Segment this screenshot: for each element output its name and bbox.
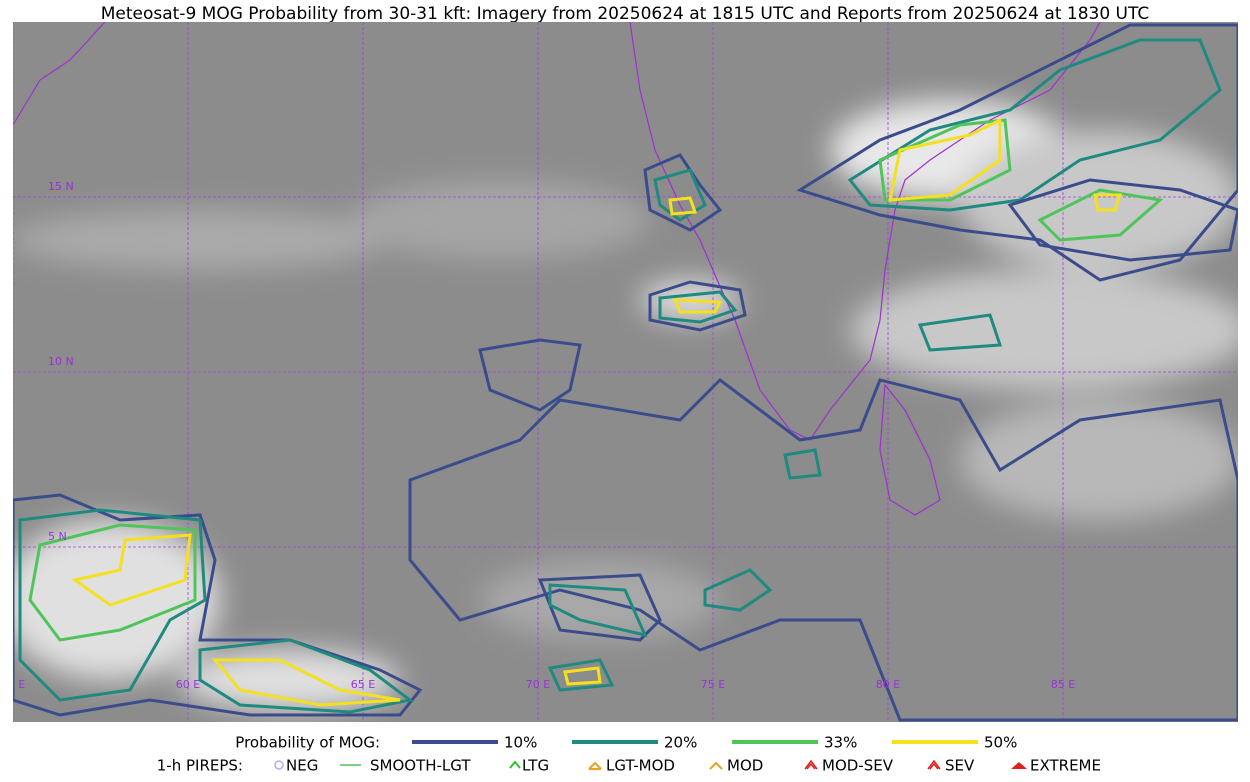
map-title: Meteosat-9 MOG Probability from 30-31 kf… [101, 4, 1150, 24]
pirep-icon [927, 759, 941, 770]
legend-label: EXTREME [1030, 757, 1101, 775]
legend-label: MOD [727, 757, 763, 775]
pirep-symbol [1011, 762, 1027, 769]
coastline [13, 22, 106, 126]
pirep-symbol [709, 761, 723, 770]
coastline [879, 383, 941, 516]
longitude-label: 75 E [701, 678, 725, 691]
legend-label: MOD-SEV [822, 757, 894, 775]
pirep-symbol [804, 759, 818, 770]
latitude-label: 10 N [48, 355, 74, 368]
legend-label: 10% [504, 734, 537, 752]
longitude-label: 65 E [351, 678, 375, 691]
pirep-symbol [588, 761, 602, 770]
pirep-icon [709, 761, 723, 770]
longitude-label: 85 E [1051, 678, 1075, 691]
longitude-label: 55 E [1, 678, 25, 691]
pirep-symbol [509, 760, 521, 769]
legend-label: NEG [286, 757, 318, 775]
longitude-label: 70 E [526, 678, 550, 691]
pirep-icon [1011, 762, 1027, 769]
map: 15 N 10 N 5 N 55 E 60 E 65 E 70 E 75 E 80 E 85 E [1, 22, 1238, 722]
legend-label: 50% [984, 734, 1017, 752]
pirep-icon [274, 760, 284, 770]
legend-title: 1-h PIREPS: [157, 757, 243, 775]
contours [13, 23, 1238, 722]
pirep-symbol [274, 760, 284, 770]
latitude-label: 5 N [48, 530, 67, 543]
legend-label: LGT-MOD [606, 757, 675, 775]
legend-label: LTG [522, 757, 549, 775]
graticule-labels: 15 N 10 N 5 N 55 E 60 E 65 E 70 E 75 E 80 E 85 E [1, 180, 1075, 691]
legend-label: SMOOTH-LGT [370, 757, 471, 775]
legend: Probability of MOG: 1-h PIREPS: 10% 20% 33… [157, 734, 1101, 775]
pirep-symbol [927, 759, 941, 770]
pirep-icon [588, 761, 602, 770]
legend-label: SEV [945, 757, 975, 775]
longitude-label: 80 E [876, 678, 900, 691]
pirep-icon [804, 759, 818, 770]
latitude-label: 15 N [48, 180, 74, 193]
pirep-icon [509, 760, 521, 769]
legend-label: 20% [664, 734, 697, 752]
legend-label: 33% [824, 734, 857, 752]
coastline [629, 22, 1101, 441]
legend-title: Probability of MOG: [235, 734, 380, 752]
longitude-label: 60 E [176, 678, 200, 691]
